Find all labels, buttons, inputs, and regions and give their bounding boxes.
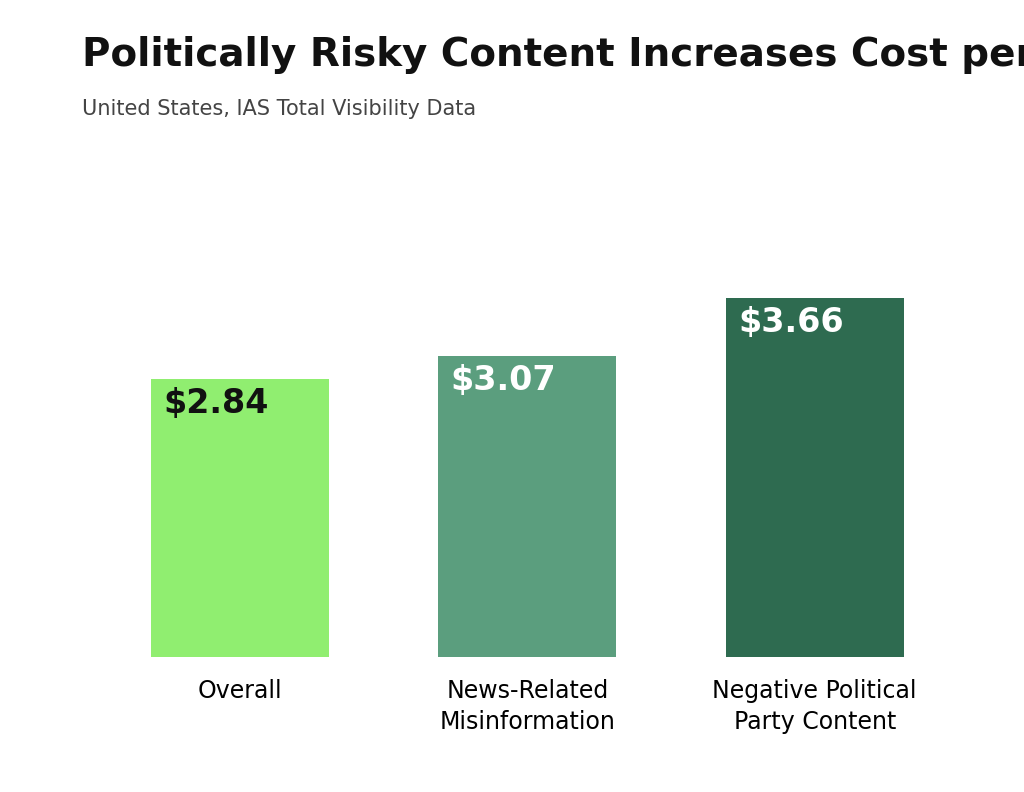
Text: $2.84: $2.84 (164, 386, 268, 420)
Text: $3.66: $3.66 (738, 307, 844, 339)
Text: $3.07: $3.07 (451, 364, 556, 397)
Bar (726, 299, 904, 657)
Text: United States, IAS Total Visibility Data: United States, IAS Total Visibility Data (82, 99, 476, 119)
Bar (151, 379, 329, 657)
Bar (438, 356, 616, 657)
Text: Politically Risky Content Increases Cost per Conversion: Politically Risky Content Increases Cost… (82, 36, 1024, 74)
